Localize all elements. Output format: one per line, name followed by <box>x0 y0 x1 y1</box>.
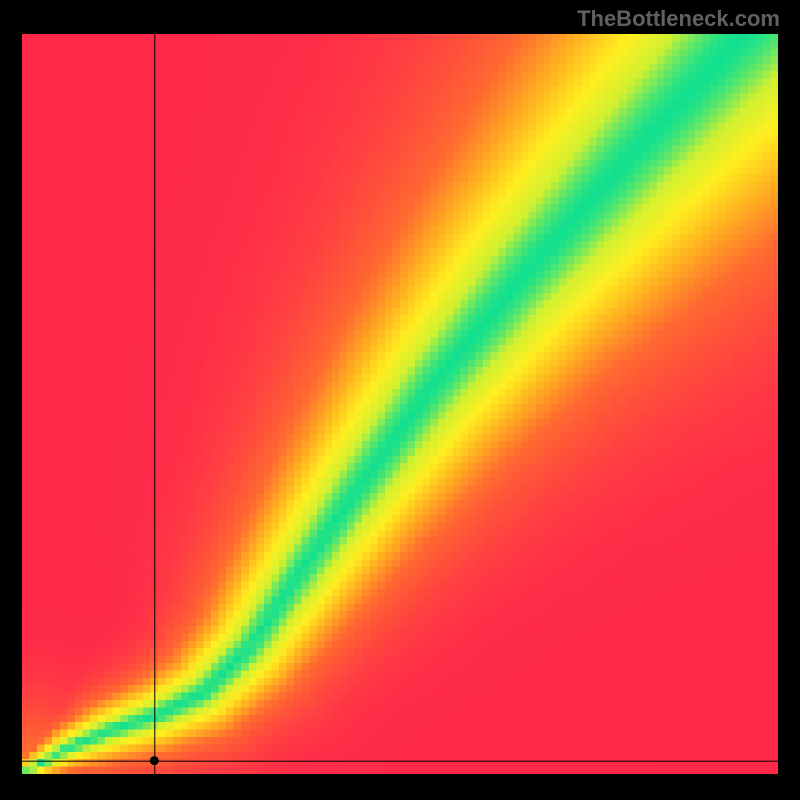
crosshair-overlay <box>0 0 800 800</box>
root: TheBottleneck.com <box>0 0 800 800</box>
watermark-text: TheBottleneck.com <box>577 6 780 32</box>
